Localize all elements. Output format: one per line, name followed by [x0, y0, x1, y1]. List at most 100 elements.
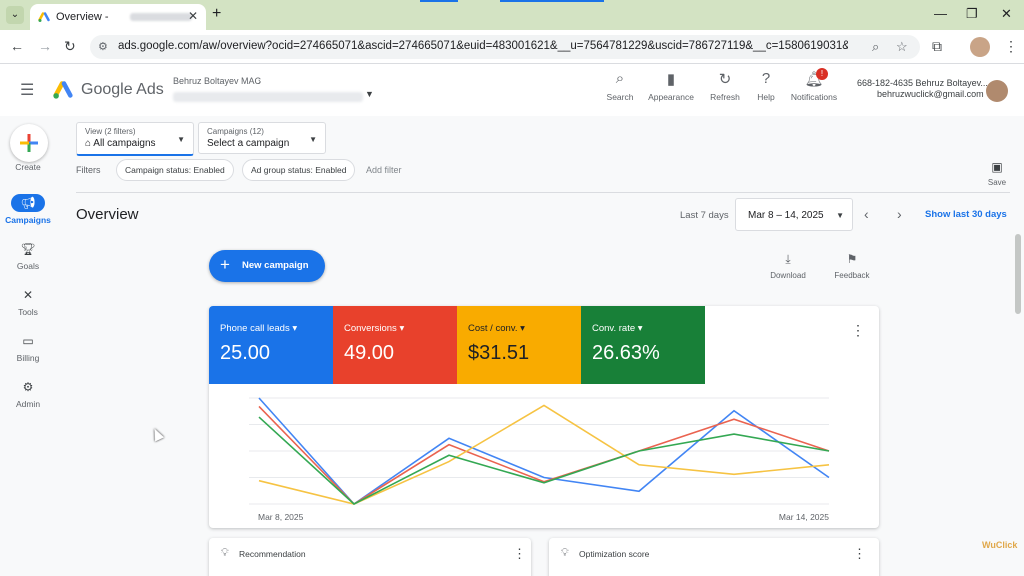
plus-icon: + — [220, 255, 230, 274]
account-name[interactable]: Behruz Boltayev MAC — [173, 76, 262, 86]
feedback-icon: ⚑ — [846, 252, 858, 266]
tab-search-icon[interactable]: ⌄ — [6, 6, 24, 24]
account-selector-blurred[interactable] — [173, 92, 363, 102]
bookmark-star-icon[interactable]: ☆ — [896, 39, 908, 54]
gear-icon: ⚙ — [22, 380, 34, 394]
refresh-icon: ↻ — [718, 71, 732, 88]
rail-item-billing[interactable]: ▭ Billing — [0, 332, 56, 363]
card-more-icon[interactable]: ⋮ — [851, 322, 865, 338]
filter-chip-ad-group-status[interactable]: Ad group status: Enabled — [242, 159, 356, 181]
help-icon: ? — [761, 70, 771, 87]
loading-indicator — [500, 0, 604, 2]
browser-toolbar: ← → ↻ ⚙ ads.google.com/aw/overview?ocid=… — [0, 30, 1024, 64]
add-filter-button[interactable]: Add filter — [366, 165, 402, 175]
app-title: Google Ads — [81, 81, 164, 98]
metric-cost-per-conv[interactable]: Cost / conv. ▾ $31.51 — [457, 306, 581, 384]
filters-label: Filters — [76, 165, 101, 175]
chart-tick-label: Mar 8, 2025 — [258, 512, 304, 522]
browser-tab[interactable]: Overview - ✕ — [30, 4, 206, 30]
filter-chip-campaign-status[interactable]: Campaign status: Enabled — [116, 159, 234, 181]
megaphone-icon: 📢︎ — [11, 194, 45, 212]
google-ads-favicon-icon — [38, 12, 50, 22]
notification-badge: ! — [816, 68, 828, 80]
forward-icon[interactable]: → — [38, 38, 52, 54]
reload-icon[interactable]: ↻ — [64, 38, 76, 54]
mouse-cursor — [149, 426, 165, 442]
create-label: Create — [15, 162, 41, 172]
chart-series-line[interactable] — [258, 405, 830, 506]
metric-conversions[interactable]: Conversions ▾ 49.00 — [333, 306, 457, 384]
address-bar[interactable]: ⚙ ads.google.com/aw/overview?ocid=274665… — [90, 35, 920, 59]
card-more-icon[interactable]: ⋮ — [513, 546, 526, 561]
view-selector[interactable]: View (2 filters) ⌂ All campaigns ▼ — [76, 122, 194, 156]
show-last-30-days-link[interactable]: Show last 30 days — [925, 209, 1007, 220]
tab-title: Overview - — [56, 11, 109, 23]
tab-close-icon[interactable]: ✕ — [188, 9, 199, 23]
dropdown-icon: ▾ — [520, 323, 525, 334]
appearance-button[interactable]: ▮ Appearance — [641, 70, 701, 102]
chart-series-line[interactable] — [258, 404, 830, 505]
rail-item-tools[interactable]: ✕ Tools — [0, 286, 56, 317]
search-icon: ⌕ — [615, 70, 625, 87]
save-button[interactable]: ▣ Save — [987, 160, 1007, 187]
url-text[interactable]: ads.google.com/aw/overview?ocid=27466507… — [118, 40, 848, 52]
lightbulb-icon: 💡︎ — [561, 547, 569, 559]
google-ads-logo-icon — [53, 81, 73, 99]
tab-title-blurred — [130, 13, 192, 21]
google-ads-app: ☰ Google Ads Behruz Boltayev MAC › ▼ ⌕ S… — [0, 64, 1024, 576]
new-campaign-button[interactable]: + New campaign — [209, 250, 325, 282]
previous-period-icon[interactable]: ‹ — [864, 206, 869, 222]
performance-card: Phone call leads ▾ 25.00 Conversions ▾ 4… — [209, 306, 879, 528]
metric-phone-call-leads[interactable]: Phone call leads ▾ 25.00 — [209, 306, 333, 384]
tools-icon: ✕ — [22, 288, 34, 302]
metric-conv-rate[interactable]: Conv. rate ▾ 26.63% — [581, 306, 705, 384]
notifications-button[interactable]: 🔔︎ ! Notifications — [784, 68, 844, 102]
chart-series-line[interactable] — [258, 416, 830, 505]
menu-icon[interactable]: ☰ — [20, 82, 35, 99]
card-more-icon[interactable]: ⋮ — [853, 546, 866, 561]
extensions-icon[interactable]: ⧉ — [932, 38, 942, 54]
date-range-label: Last 7 days — [680, 210, 729, 221]
date-range-picker[interactable]: Mar 8 – 14, 2025 ▼ — [735, 198, 853, 231]
help-button[interactable]: ? Help — [736, 70, 796, 102]
back-icon[interactable]: ← — [10, 38, 24, 54]
download-icon: ⤓ — [785, 252, 791, 266]
account-email: behruzwuclick@gmail.com — [877, 89, 984, 99]
dropdown-icon: ▼ — [309, 135, 317, 144]
scrollbar[interactable] — [1015, 234, 1021, 314]
loading-indicator — [420, 0, 458, 2]
dropdown-icon: ▾ — [399, 323, 405, 334]
minimize-icon[interactable]: — — [934, 6, 947, 21]
chart-tick-label: Mar 14, 2025 — [779, 512, 829, 522]
credit-card-icon: ▭ — [22, 334, 34, 348]
rail-item-campaigns[interactable]: 📢︎ Campaigns — [5, 194, 51, 225]
download-button[interactable]: ⤓ Download — [763, 252, 813, 280]
next-period-icon[interactable]: › — [897, 206, 902, 222]
restore-icon[interactable]: ❐ — [966, 6, 978, 21]
browser-menu-icon[interactable]: ⋮ — [1004, 38, 1018, 54]
campaign-selector[interactable]: Campaigns (12) Select a campaign ▼ — [198, 122, 326, 154]
dropdown-icon: ▼ — [177, 135, 185, 144]
avatar[interactable] — [986, 80, 1008, 102]
bell-icon: 🔔︎ — [804, 71, 824, 88]
window-close-icon[interactable]: ✕ — [1001, 6, 1012, 21]
optimization-score-card[interactable]: 💡︎ Optimization score ⋮ — [549, 538, 879, 576]
account-dropdown-icon[interactable]: ▼ — [365, 89, 374, 99]
divider — [76, 192, 1010, 193]
rail-item-admin[interactable]: ⚙ Admin — [0, 378, 56, 409]
home-icon: ⌂ — [85, 138, 94, 149]
customer-id: 668-182-4635 Behruz Boltayev... — [857, 78, 988, 88]
feedback-button[interactable]: ⚑ Feedback — [827, 252, 877, 280]
refresh-button[interactable]: ↻ Refresh — [695, 70, 755, 102]
rail-item-goals[interactable]: 🏆︎ Goals — [0, 240, 56, 271]
browser-profile-avatar[interactable] — [970, 37, 990, 57]
trophy-icon: 🏆︎ — [20, 242, 36, 256]
site-settings-icon[interactable]: ⚙ — [98, 41, 108, 53]
create-button[interactable] — [10, 124, 48, 162]
new-tab-button[interactable]: + — [212, 5, 222, 22]
recommendation-card[interactable]: 💡︎ Recommendation ⋮ — [209, 538, 531, 576]
zoom-icon[interactable]: ⌕ — [872, 39, 880, 54]
chevron-right-icon: › — [258, 76, 261, 86]
search-button[interactable]: ⌕ Search — [590, 70, 650, 102]
dropdown-icon: ▼ — [836, 211, 844, 220]
